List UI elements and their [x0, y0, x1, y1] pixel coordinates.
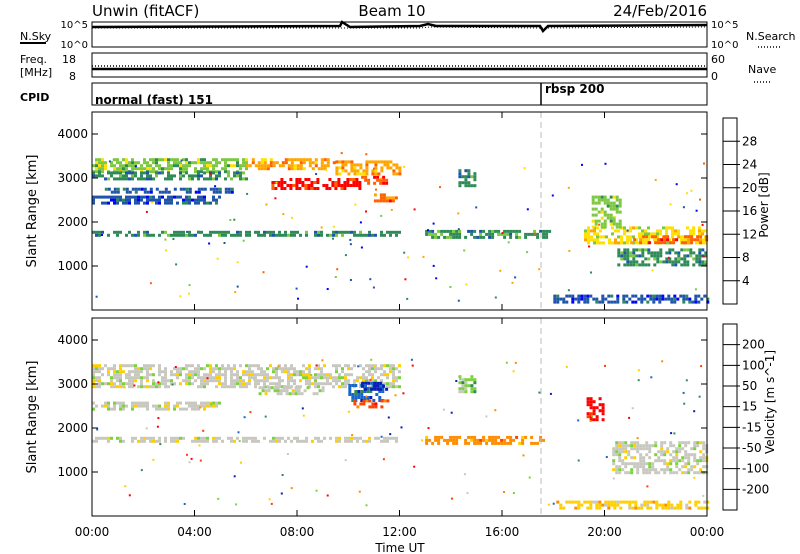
velocity-colorbar-tick-label: -15 [742, 420, 762, 434]
x-tick-label: 00:00 [75, 525, 110, 539]
plot-title: Unwin (fitACF) [92, 2, 199, 20]
cpid-segment-normal: normal (fast) 151 [95, 93, 213, 107]
x-tick-label: 04:00 [177, 525, 212, 539]
x-tick-label: 20:00 [587, 525, 622, 539]
velocity-region [92, 364, 401, 389]
velocity-ytick-label: 3000 [57, 377, 88, 391]
velocity-region [425, 435, 546, 445]
velocity-region [353, 399, 390, 409]
cpid-panel: CPID normal (fast) 151 rbsp 200 [20, 82, 708, 107]
x-tick-label: 12:00 [382, 525, 417, 539]
power-region [245, 158, 336, 171]
beam-label: Beam 10 [358, 2, 425, 20]
cpid-segment-rbsp: rbsp 200 [545, 82, 604, 96]
nsearch-tick-bottom: 10^0 [711, 40, 738, 51]
power-colorbar-tick-label: 12 [742, 227, 757, 241]
x-axis-label: Time UT [374, 541, 425, 554]
power-region [92, 230, 401, 237]
freq-label: Freq. [20, 53, 47, 66]
power-region [458, 169, 477, 188]
velocity-region [556, 500, 710, 510]
power-colorbar-tick-label: 28 [742, 134, 757, 148]
power-ylabel: Slant Range [km] [25, 155, 40, 268]
nave-tick-bottom: 0 [711, 70, 718, 83]
velocity-plot-frame [91, 317, 708, 517]
velocity-colorbar-tick-label: -100 [742, 462, 769, 476]
power-region [591, 195, 622, 229]
power-region [92, 195, 221, 205]
velocity-region [92, 401, 221, 411]
velocity-scatter-points [96, 358, 705, 507]
velocity-region [258, 386, 325, 396]
nave-label: Nave [748, 63, 776, 76]
velocity-region [92, 436, 398, 443]
freq-tick-top: 18 [62, 53, 76, 66]
velocity-region [361, 381, 389, 391]
velocity-colorbar-tick-label: 50 [742, 379, 757, 393]
nsky-tick-bottom: 10^0 [61, 40, 88, 51]
power-panel: 1000 2000 3000 4000 Slant Range [km] 4 8 12 16… [25, 111, 771, 311]
power-colorbar-tick-label: 20 [742, 181, 757, 195]
power-region [553, 294, 710, 304]
power-colorbar-label: Power [dB] [757, 172, 771, 237]
nsearch-label: N.Search [746, 30, 796, 43]
power-region [92, 158, 248, 174]
power-region [335, 160, 402, 176]
power-region [361, 175, 389, 185]
nsky-trace [91, 20, 708, 34]
power-region [630, 235, 709, 245]
power-region [425, 229, 552, 239]
velocity-colorbar-tick-label: -50 [742, 441, 762, 455]
x-tick-label: 08:00 [280, 525, 315, 539]
velocity-panel: 1000 2000 3000 4000 Slant Range [km] 200 100… [25, 317, 777, 517]
nsky-label: N.Sky [20, 30, 52, 43]
velocity-ytick-label: 1000 [57, 465, 88, 479]
velocity-ytick-label: 2000 [57, 421, 88, 435]
x-tick-label: 16:00 [485, 525, 520, 539]
velocity-colorbar-tick-label: 200 [742, 338, 765, 352]
power-colorbar-tick-label: 8 [742, 251, 750, 265]
velocity-ytick-label: 4000 [57, 333, 88, 347]
velocity-colorbar-tick-label: 100 [742, 358, 765, 372]
velocity-ylabel: Slant Range [km] [25, 361, 40, 474]
date-label: 24/Feb/2016 [613, 2, 707, 20]
power-region [104, 187, 234, 194]
power-colorbar-tick-label: 24 [742, 158, 757, 172]
cpid-label: CPID [20, 91, 49, 104]
nave-tick-top: 60 [711, 53, 725, 66]
nsky-tick-top: 10^5 [61, 20, 88, 31]
power-ytick-label: 3000 [57, 171, 88, 185]
power-colorbar-tick-label: 16 [742, 204, 757, 218]
nsky-panel: N.Sky 10^5 10^0 10^5 10^0 N.Search [20, 20, 796, 51]
velocity-colorbar-label: Velocity [m s^-1] [763, 350, 777, 454]
velocity-region [612, 441, 709, 475]
freq-panel: Freq. [MHz] 18 8 60 0 Nave [20, 52, 776, 83]
power-ytick-label: 1000 [57, 259, 88, 273]
power-plot-frame [91, 111, 708, 311]
power-region [271, 178, 362, 190]
nsearch-tick-top: 10^5 [711, 20, 738, 31]
x-tick-label: 00:00 [690, 525, 725, 539]
velocity-colorbar-tick-label: 15 [742, 400, 757, 414]
power-colorbar-tick-label: 4 [742, 274, 750, 288]
power-ytick-label: 2000 [57, 215, 88, 229]
velocity-colorbar-tick-label: -200 [742, 482, 769, 496]
power-region [617, 248, 708, 267]
velocity-region [458, 375, 477, 394]
power-region [92, 171, 248, 181]
power-region [373, 193, 398, 203]
freq-tick-bottom: 8 [69, 70, 76, 83]
power-scatter-points [95, 152, 705, 302]
velocity-region [586, 397, 605, 422]
velocity-colorbar-frame [722, 323, 738, 511]
power-ytick-label: 4000 [57, 127, 88, 141]
freq-unit-label: [MHz] [20, 66, 52, 79]
